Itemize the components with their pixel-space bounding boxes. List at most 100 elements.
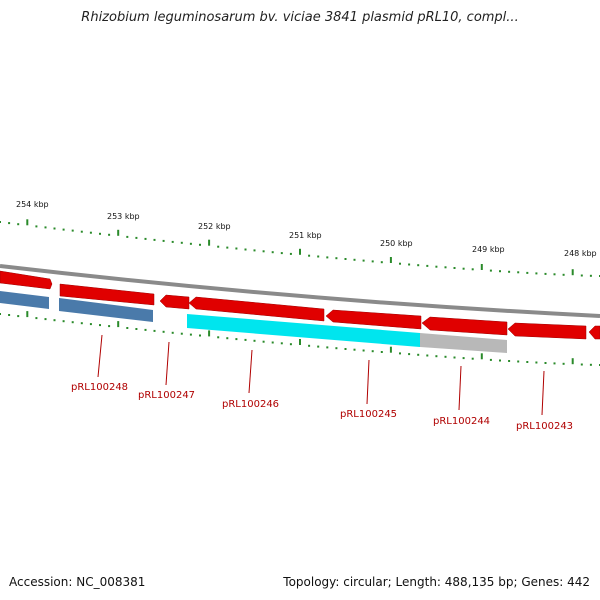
minor-tick bbox=[199, 334, 201, 337]
feature-track bbox=[0, 291, 507, 353]
accession-text: Accession: NC_008381 bbox=[9, 575, 146, 589]
major-tick bbox=[389, 257, 392, 263]
minor-tick bbox=[408, 263, 411, 266]
minor-tick bbox=[8, 314, 11, 316]
minor-tick bbox=[253, 339, 256, 342]
map-title: Rhizobium leguminosarum bv. viciae 3841 … bbox=[81, 10, 519, 25]
minor-tick bbox=[453, 267, 456, 269]
kbp-label: 253 kbp bbox=[107, 212, 140, 221]
minor-tick bbox=[108, 325, 111, 328]
minor-tick bbox=[462, 267, 465, 270]
minor-tick bbox=[126, 235, 129, 238]
minor-tick bbox=[499, 359, 501, 362]
gene-label: pRL100244 bbox=[433, 416, 490, 427]
minor-tick bbox=[99, 324, 101, 327]
minor-tick bbox=[308, 254, 311, 257]
minor-tick bbox=[35, 317, 38, 320]
minor-tick bbox=[426, 354, 429, 357]
minor-tick bbox=[162, 239, 165, 242]
grey-feature bbox=[420, 333, 507, 353]
kbp-label: 254 kbp bbox=[16, 200, 49, 209]
minor-tick bbox=[171, 331, 174, 334]
major-tick bbox=[299, 248, 301, 255]
minor-tick bbox=[0, 221, 1, 223]
minor-tick bbox=[489, 269, 492, 272]
minor-tick bbox=[499, 270, 501, 273]
major-tick bbox=[299, 339, 301, 345]
gene-label: pRL100246 bbox=[222, 399, 279, 410]
minor-tick bbox=[417, 264, 420, 267]
minor-tick bbox=[189, 242, 192, 245]
minor-tick bbox=[353, 258, 356, 261]
minor-tick bbox=[71, 229, 74, 232]
minor-tick bbox=[244, 248, 247, 251]
minor-tick bbox=[8, 222, 11, 225]
minor-tick bbox=[517, 271, 520, 274]
major-tick bbox=[571, 358, 574, 365]
minor-tick bbox=[380, 261, 383, 264]
minor-tick bbox=[471, 357, 474, 360]
topology-summary: Topology: circular; Length: 488,135 bp; … bbox=[283, 575, 590, 589]
minor-tick bbox=[462, 357, 465, 360]
minor-tick bbox=[362, 349, 365, 352]
minor-tick bbox=[517, 360, 520, 363]
minor-tick bbox=[553, 273, 556, 276]
kbp-label: 248 kbp bbox=[564, 249, 597, 258]
minor-tick bbox=[89, 323, 92, 326]
minor-tick bbox=[80, 230, 83, 233]
minor-tick bbox=[399, 352, 401, 355]
blue-feature bbox=[59, 298, 153, 322]
minor-tick bbox=[562, 362, 565, 365]
minor-tick bbox=[62, 228, 65, 231]
minor-tick bbox=[589, 363, 592, 366]
kbp-labels: 254 kbp 253 kbp 252 kbp 251 kbp 250 kbp … bbox=[16, 200, 597, 258]
minor-tick bbox=[199, 243, 201, 246]
minor-tick bbox=[280, 342, 283, 345]
minor-tick bbox=[62, 320, 65, 323]
minor-tick bbox=[580, 274, 583, 277]
blue-feature bbox=[0, 291, 49, 309]
cds-arrow bbox=[159, 294, 190, 310]
minor-tick bbox=[335, 347, 338, 350]
minor-tick bbox=[144, 328, 147, 331]
major-tick bbox=[26, 311, 29, 318]
minor-tick bbox=[99, 232, 101, 235]
minor-tick bbox=[344, 348, 347, 350]
minor-tick bbox=[544, 362, 547, 364]
minor-tick bbox=[35, 225, 38, 228]
minor-tick bbox=[108, 233, 111, 236]
minor-tick bbox=[53, 319, 56, 322]
kbp-label: 251 kbp bbox=[289, 231, 322, 240]
cds-arrow bbox=[0, 270, 53, 290]
leader-line bbox=[541, 370, 545, 416]
major-tick bbox=[480, 264, 483, 270]
inner-tick-ring bbox=[0, 311, 600, 366]
kbp-label: 250 kbp bbox=[380, 239, 413, 248]
minor-tick bbox=[417, 353, 420, 356]
minor-tick bbox=[271, 341, 274, 344]
cds-arrow bbox=[421, 316, 508, 336]
minor-tick bbox=[399, 262, 401, 265]
minor-tick bbox=[317, 345, 320, 348]
leader-line bbox=[248, 349, 253, 394]
plasmid-backbone bbox=[0, 264, 600, 318]
kbp-label: 252 kbp bbox=[198, 222, 231, 231]
gene-label-leaders bbox=[97, 334, 545, 416]
cds-arrow bbox=[59, 283, 155, 306]
minor-tick bbox=[489, 358, 492, 361]
minor-tick bbox=[362, 259, 365, 262]
minor-tick bbox=[153, 238, 156, 241]
gene-label: pRL100245 bbox=[340, 409, 397, 420]
minor-tick bbox=[453, 356, 456, 359]
minor-tick bbox=[535, 272, 538, 275]
minor-tick bbox=[217, 245, 220, 248]
gene-label: pRL100247 bbox=[138, 390, 195, 401]
minor-tick bbox=[289, 252, 292, 255]
minor-tick bbox=[17, 315, 20, 318]
major-tick bbox=[571, 269, 574, 276]
minor-tick bbox=[408, 353, 411, 356]
minor-tick bbox=[553, 362, 556, 365]
minor-tick bbox=[71, 321, 74, 324]
gene-labels: pRL100248 pRL100247 pRL100246 pRL100245 … bbox=[71, 382, 573, 432]
